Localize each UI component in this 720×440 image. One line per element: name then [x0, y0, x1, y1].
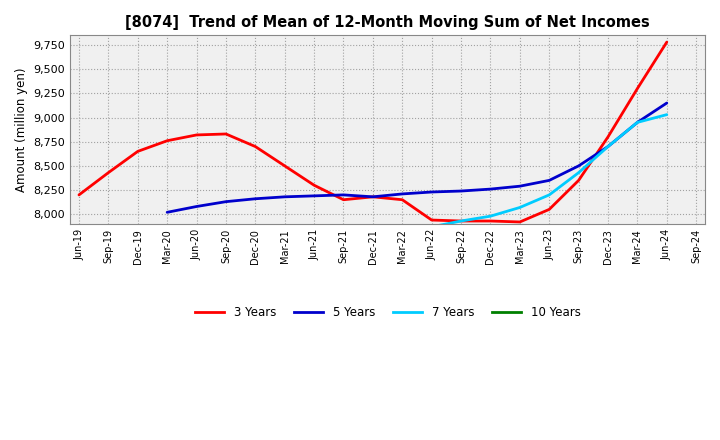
5 Years: [163, 210, 171, 215]
3 Years: [456, 218, 465, 224]
3 Years: [310, 183, 318, 188]
Y-axis label: Amount (million yen): Amount (million yen): [15, 67, 28, 192]
3 Years: [339, 197, 348, 202]
3 Years: [545, 207, 554, 212]
3 Years: [486, 218, 495, 224]
3 Years: [516, 219, 524, 224]
3 Years: [428, 217, 436, 223]
5 Years: [192, 204, 201, 209]
3 Years: [133, 149, 142, 154]
7 Years: [486, 213, 495, 219]
5 Years: [280, 194, 289, 199]
5 Years: [662, 100, 671, 106]
5 Years: [369, 194, 377, 199]
5 Years: [545, 178, 554, 183]
7 Years: [662, 112, 671, 117]
3 Years: [192, 132, 201, 138]
5 Years: [222, 199, 230, 204]
3 Years: [251, 144, 260, 149]
3 Years: [222, 131, 230, 136]
5 Years: [633, 120, 642, 125]
7 Years: [545, 192, 554, 198]
7 Years: [428, 224, 436, 229]
3 Years: [104, 170, 113, 175]
3 Years: [603, 134, 612, 139]
3 Years: [163, 138, 171, 143]
7 Years: [575, 170, 583, 175]
7 Years: [633, 120, 642, 125]
3 Years: [369, 194, 377, 199]
5 Years: [310, 193, 318, 198]
Line: 5 Years: 5 Years: [167, 103, 667, 213]
Line: 7 Years: 7 Years: [432, 115, 667, 227]
5 Years: [486, 187, 495, 192]
5 Years: [516, 183, 524, 189]
5 Years: [339, 192, 348, 198]
Title: [8074]  Trend of Mean of 12-Month Moving Sum of Net Incomes: [8074] Trend of Mean of 12-Month Moving …: [125, 15, 650, 30]
5 Years: [398, 191, 407, 197]
Legend: 3 Years, 5 Years, 7 Years, 10 Years: 3 Years, 5 Years, 7 Years, 10 Years: [190, 301, 585, 324]
7 Years: [516, 205, 524, 210]
5 Years: [456, 188, 465, 194]
5 Years: [575, 163, 583, 169]
5 Years: [603, 144, 612, 149]
5 Years: [251, 196, 260, 202]
3 Years: [280, 163, 289, 169]
3 Years: [633, 86, 642, 91]
7 Years: [603, 144, 612, 149]
5 Years: [428, 189, 436, 194]
3 Years: [398, 197, 407, 202]
7 Years: [456, 218, 465, 224]
3 Years: [75, 192, 84, 198]
3 Years: [575, 178, 583, 183]
Line: 3 Years: 3 Years: [79, 42, 667, 222]
3 Years: [662, 40, 671, 45]
